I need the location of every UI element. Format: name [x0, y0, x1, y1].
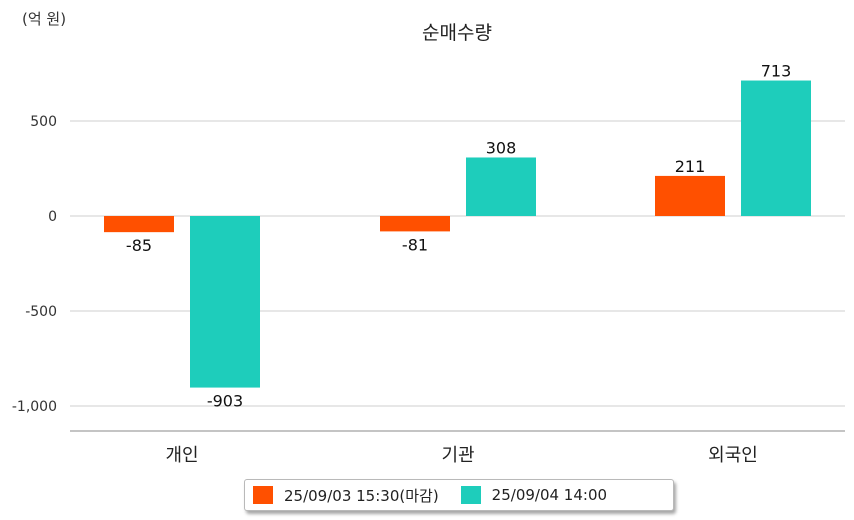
data-labels: -85 -81 211 -903 308 713 — [126, 62, 791, 411]
bar-1-3[interactable] — [655, 175, 725, 216]
data-label: -903 — [207, 392, 243, 411]
bar-2-2[interactable] — [466, 157, 536, 216]
bar-chart-plot: 500 0 -500 -1,000 -85 -81 211 -903 308 713 개인 기관 외… — [12, 62, 845, 466]
y-tick-label: 0 — [48, 209, 57, 225]
gridlines — [70, 120, 845, 407]
data-label: 211 — [675, 157, 706, 176]
legend-swatch-series-2 — [460, 486, 481, 504]
data-label: 713 — [761, 62, 792, 81]
legend-item-series-1[interactable]: 25/09/03 15:30(마감) — [253, 485, 439, 506]
bar-2-3[interactable] — [741, 80, 811, 216]
data-label: 308 — [486, 138, 517, 157]
bar-1-2[interactable] — [380, 216, 450, 232]
x-axis: 개인 기관 외국인 — [70, 430, 845, 466]
bars — [104, 80, 811, 388]
bar-1-1[interactable] — [104, 216, 174, 233]
y-tick-label: -500 — [25, 304, 57, 320]
data-label: -85 — [126, 236, 152, 255]
bar-2-1[interactable] — [190, 216, 260, 388]
x-tick-label: 기관 — [441, 445, 474, 466]
legend: 25/09/03 15:30(마감) 25/09/04 14:00 — [244, 479, 674, 511]
unit-label: (억 원) — [22, 10, 67, 28]
x-tick-label: 외국인 — [708, 445, 758, 466]
legend-label-series-1: 25/09/03 15:30(마감) — [284, 486, 439, 505]
legend-swatch-series-1 — [253, 486, 273, 504]
chart-title: 순매수량 — [422, 22, 492, 44]
y-tick-label: 500 — [30, 114, 57, 130]
y-tick-label: -1,000 — [12, 399, 57, 415]
y-axis-ticks: 500 0 -500 -1,000 — [12, 114, 57, 415]
data-label: -81 — [402, 235, 428, 254]
legend-label-series-2: 25/09/04 14:00 — [491, 486, 608, 504]
x-tick-label: 개인 — [165, 445, 198, 466]
legend-item-series-2[interactable]: 25/09/04 14:00 — [460, 486, 608, 504]
